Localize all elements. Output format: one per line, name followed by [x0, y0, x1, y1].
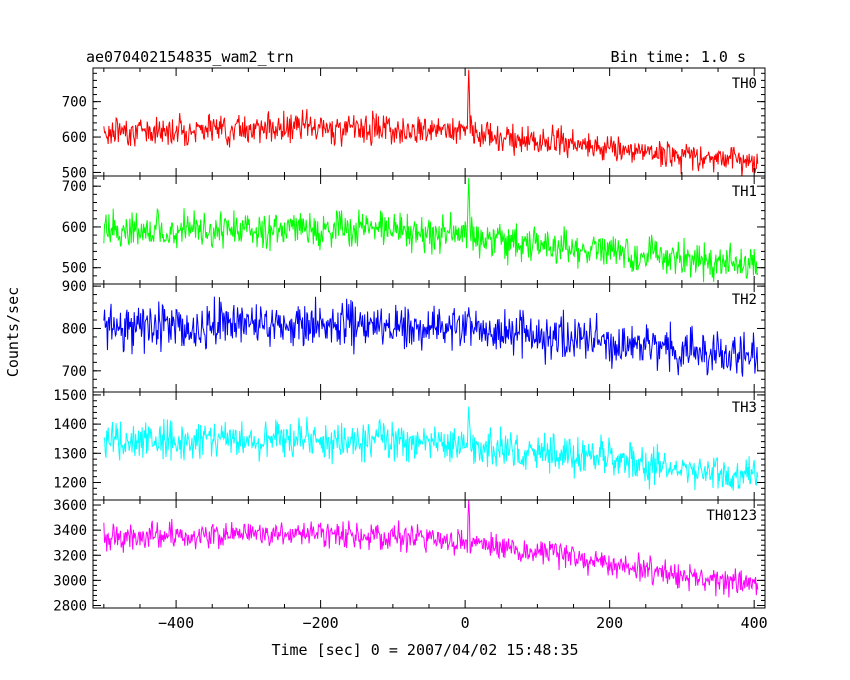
y-tick-label: 500 — [62, 165, 87, 181]
y-tick-label: 3600 — [53, 498, 87, 514]
y-tick-label: 500 — [62, 261, 87, 277]
y-tick-label: 1400 — [53, 417, 87, 433]
x-tick-label: 0 — [461, 614, 470, 632]
y-tick-label: 700 — [62, 95, 87, 111]
y-tick-label: 600 — [62, 220, 87, 236]
series-line-th0 — [103, 69, 759, 176]
panel-label-th1: TH1 — [732, 184, 757, 200]
panel-frame-th0 — [92, 67, 766, 177]
y-tick-label: 700 — [62, 364, 87, 380]
panels-group: TH0 500 600 700 TH1 500 600 700 TH2 700 800 900 TH3 1… — [53, 67, 768, 632]
y-tick-label: 3200 — [53, 548, 87, 564]
series-line-th3 — [103, 406, 759, 491]
x-tick-label: −200 — [303, 614, 339, 632]
series-line-th2 — [103, 296, 759, 377]
x-tick-label: 400 — [741, 614, 768, 632]
y-axis-label: Counts/sec — [4, 287, 22, 377]
y-tick-label: 800 — [62, 321, 87, 337]
y-tick-label: 1500 — [53, 388, 87, 404]
panel-label-th3: TH3 — [732, 400, 757, 416]
panel-label-th2: TH2 — [732, 292, 757, 308]
x-tick-label: 200 — [596, 614, 623, 632]
bin-time-label: Bin time: 1.0 s — [611, 48, 746, 66]
y-tick-label: 3000 — [53, 573, 87, 589]
panel-label-th0: TH0 — [732, 76, 757, 92]
y-tick-label: 3400 — [53, 523, 87, 539]
y-tick-label: 1300 — [53, 446, 87, 462]
chart-title: ae070402154835_wam2_trn — [86, 48, 294, 66]
panel-label-th0123: TH0123 — [706, 508, 757, 524]
y-tick-label: 600 — [62, 130, 87, 146]
y-tick-label: 2800 — [53, 598, 87, 614]
y-tick-label: 1200 — [53, 475, 87, 491]
y-tick-label: 700 — [62, 179, 87, 195]
x-axis-label: Time [sec] 0 = 2007/04/02 15:48:35 — [271, 641, 578, 659]
panel-frame-th0123 — [92, 499, 766, 609]
series-line-th0123 — [103, 500, 759, 598]
series-line-th1 — [103, 178, 759, 283]
x-tick-label: −400 — [158, 614, 194, 632]
y-tick-label: 900 — [62, 279, 87, 295]
